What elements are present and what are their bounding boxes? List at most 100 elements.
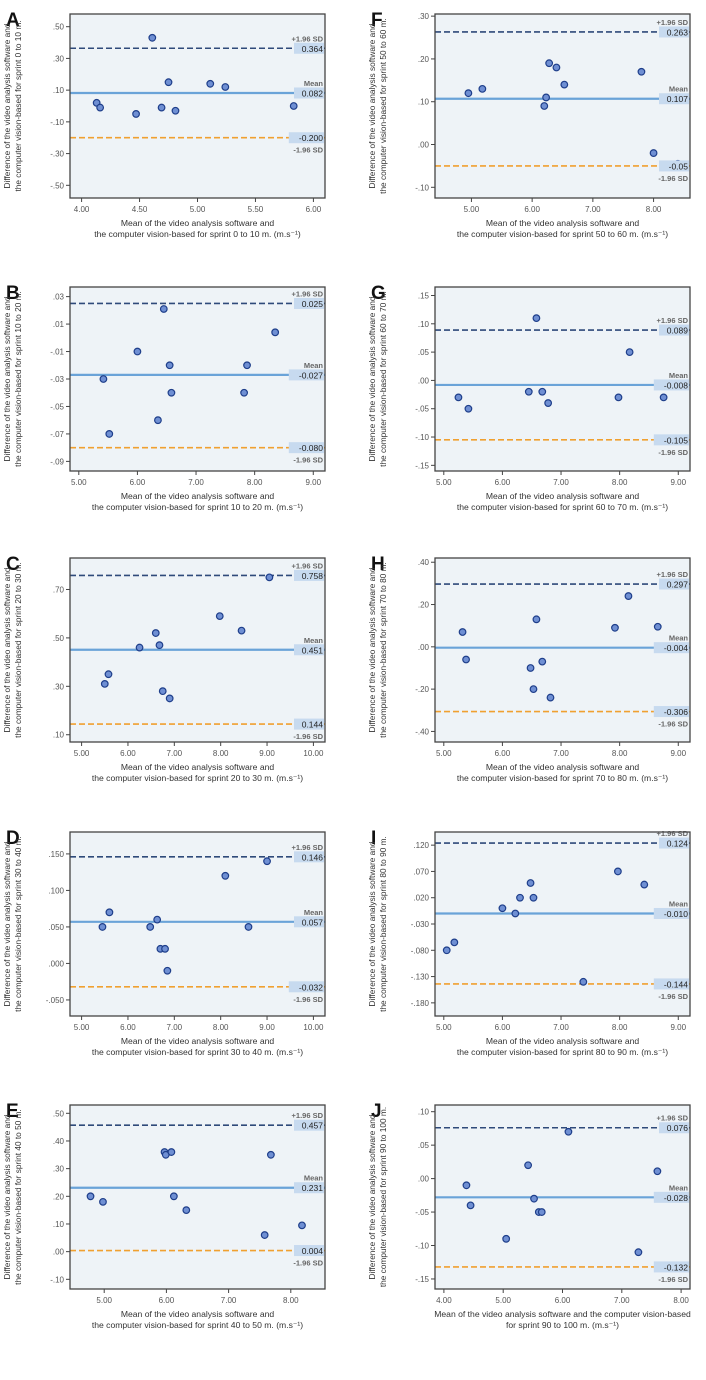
x-tick-label: 7.00 (167, 1023, 183, 1032)
x-tick-label: 5.00 (495, 1296, 511, 1305)
x-tick-label: 9.00 (259, 1023, 275, 1032)
x-tick-label: 5.00 (71, 478, 87, 487)
x-tick-label: 6.00 (306, 205, 322, 214)
y-tick-label: -.01 (50, 348, 64, 357)
y-tick-label: .070 (413, 867, 429, 876)
y-axis-label-line2: the computer vision-based for sprint 20 … (13, 562, 23, 738)
mean-value: -0.028 (664, 1193, 688, 1203)
y-tick-label: -.130 (411, 973, 430, 982)
y-tick-label: -.20 (415, 685, 429, 694)
y-tick-label: .00 (53, 1248, 65, 1257)
plot-frame (69, 286, 326, 472)
upper-loa-value: 0.146 (302, 852, 324, 862)
data-point (148, 33, 157, 42)
data-point (215, 612, 224, 621)
data-point (100, 679, 109, 688)
lower-loa-value-box (653, 434, 689, 446)
data-point (182, 1206, 191, 1215)
upper-loa-value-box (659, 1122, 689, 1134)
plot-area (70, 14, 325, 198)
upper-loa-value: 0.089 (667, 326, 689, 336)
panel-g: G .15 .10 .05 .00 -.05 -.10 -.15 5.00 6.00 7.00 8.0… (367, 283, 691, 512)
upper-loa-value: 0.076 (667, 1123, 689, 1133)
upper-loa-value: 0.124 (667, 839, 689, 849)
panel-label: C (6, 554, 20, 575)
x-tick-label: 4.50 (132, 205, 148, 214)
mean-value: -0.008 (664, 380, 688, 390)
mean-caption: Mean (304, 908, 324, 917)
y-tick-label: .00 (418, 643, 430, 652)
y-tick-label: .50 (53, 23, 65, 32)
panel-a: A .50 .30 .10 -.10 -.30 -.50 4.00 4.50 5.00 5.50 6.… (2, 10, 326, 239)
mean-value-box (653, 642, 689, 654)
y-tick-label: .40 (418, 558, 430, 567)
lower-loa-caption: -1.96 SD (658, 992, 688, 1001)
data-point (524, 387, 533, 396)
x-axis-label: Mean of the video analysis software and (486, 218, 640, 228)
data-point (502, 1234, 511, 1243)
data-point (532, 615, 541, 624)
lower-loa-value-box (288, 132, 324, 144)
mean-caption: Mean (669, 899, 689, 908)
data-point (298, 1221, 306, 1230)
upper-loa-caption: +1.96 SD (292, 1111, 324, 1120)
lower-loa-caption: -1.96 SD (293, 995, 323, 1004)
y-axis-label: Difference of the video analysis softwar… (2, 841, 12, 1006)
lower-loa-value: 0.004 (302, 1246, 324, 1256)
data-point (161, 944, 169, 953)
y-tick-label: -.30 (50, 150, 64, 159)
data-point (266, 1150, 275, 1159)
y-tick-label: .01 (53, 320, 65, 329)
y-tick-label: .150 (48, 850, 64, 859)
data-point (260, 1231, 269, 1239)
y-tick-label: .10 (53, 731, 65, 740)
mean-value-box (653, 379, 689, 391)
data-point (155, 641, 164, 650)
mean-caption: Mean (669, 1183, 689, 1192)
data-point (498, 904, 507, 913)
x-axis-label-line2: the computer vision-based for sprint 40 … (92, 1320, 303, 1330)
data-point (271, 328, 280, 337)
y-tick-label: .000 (48, 959, 64, 968)
panel-e: E .50 .40 .30 .20 .10 .00 -.10 5.00 6.00 7.00 8.00 +… (2, 1101, 326, 1330)
lower-loa-caption: -1.96 SD (658, 174, 688, 183)
y-axis-label-line2: the computer vision-based for sprint 60 … (378, 291, 388, 467)
y-axis-label: Difference of the video analysis softwar… (367, 1114, 377, 1279)
data-point (221, 871, 230, 880)
data-point (153, 915, 162, 924)
panel-label: G (371, 283, 386, 304)
data-point (640, 880, 649, 889)
y-tick-label: .30 (53, 682, 65, 691)
x-tick-label: 4.00 (436, 1296, 452, 1305)
x-axis-label-line2: for sprint 90 to 100 m. (m.s⁻¹) (506, 1320, 619, 1330)
y-axis-label: Difference of the video analysis softwar… (367, 296, 377, 461)
data-point (159, 305, 168, 313)
x-axis-label: Mean of the video analysis software and (486, 1036, 640, 1046)
x-tick-label: 8.00 (213, 1023, 229, 1032)
y-tick-label: -.10 (50, 1275, 64, 1284)
panel-label: A (6, 10, 20, 31)
plot-area (70, 832, 325, 1016)
y-tick-label: -.50 (50, 181, 64, 190)
x-tick-label: 5.00 (436, 749, 452, 758)
data-point (542, 93, 551, 102)
mean-value-box (659, 93, 689, 105)
x-tick-label: 6.00 (555, 1296, 571, 1305)
mean-caption: Mean (669, 85, 689, 94)
data-point (289, 102, 298, 110)
plot-area (435, 832, 690, 1016)
data-point (464, 404, 473, 413)
panel-label: H (371, 554, 385, 575)
upper-loa-value: 0.025 (302, 299, 324, 309)
y-axis-label: Difference of the video analysis softwar… (367, 841, 377, 1006)
panel-label: I (371, 828, 376, 849)
mean-value-box (294, 644, 324, 656)
y-axis-label-line2: the computer vision-based for sprint 40 … (13, 1109, 23, 1285)
mean-value: 0.451 (302, 645, 324, 655)
data-point (165, 694, 174, 703)
data-point (538, 657, 547, 666)
x-axis-label: Mean of the video analysis software and (121, 491, 275, 501)
plot-frame (69, 13, 326, 199)
y-tick-label: -.40 (415, 727, 429, 736)
